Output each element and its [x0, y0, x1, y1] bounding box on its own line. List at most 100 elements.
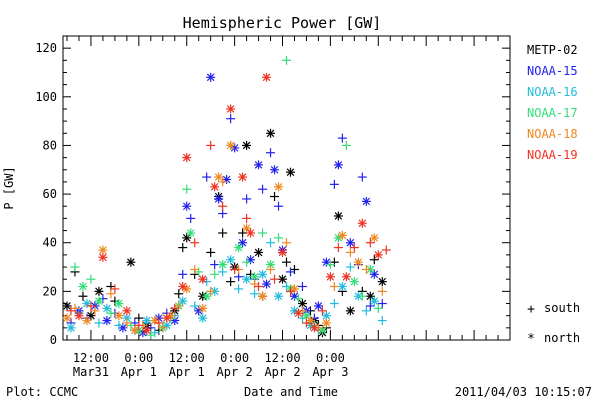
north-point [182, 233, 192, 243]
north-point [254, 160, 264, 170]
south-point [206, 247, 216, 257]
north-point [226, 255, 236, 265]
south-point [238, 228, 248, 238]
legend-entry: NOAA-15 [527, 64, 578, 78]
south-point [182, 184, 192, 194]
south-point [206, 286, 216, 296]
south-point [365, 301, 375, 311]
x-tick-label-time: 12:00 [169, 351, 205, 365]
south-point [174, 289, 184, 299]
plot-frame [62, 35, 511, 341]
y-tick-label: 100 [35, 90, 57, 104]
south-point [377, 286, 387, 296]
north-point [313, 301, 323, 311]
north-point [222, 174, 232, 184]
x-tick-label-date: Apr 2 [264, 365, 300, 379]
north-point [202, 291, 212, 301]
north-point [345, 306, 355, 316]
x-tick-label-date: Apr 3 [312, 365, 348, 379]
south-point [282, 238, 291, 248]
north-point [377, 277, 387, 287]
south-point [178, 243, 188, 253]
south-point [186, 213, 196, 223]
series-legend: METP-02 NOAA-15 NOAA-16 NOAA-17 NOAA-18 NOAA-… [527, 43, 578, 162]
south-point [90, 306, 100, 316]
north-point [82, 316, 92, 326]
north-point [94, 286, 104, 296]
north-point [285, 167, 295, 177]
south-point [250, 279, 260, 289]
south-point [349, 243, 359, 253]
footer-right: 2011/04/03 10:15:07 [455, 385, 592, 399]
y-tick-label: 0 [50, 333, 57, 347]
north-point [293, 308, 303, 318]
x-tick-label-time: 0:00 [124, 351, 153, 365]
x-tick-label-time: 12:00 [73, 351, 109, 365]
y-tick-label: 40 [43, 236, 57, 250]
north-point [114, 311, 124, 321]
south-point [70, 262, 80, 272]
south-point [373, 303, 383, 313]
south-point [345, 247, 355, 257]
south-point [325, 260, 335, 270]
south-point [194, 267, 204, 277]
y-tick-label: 20 [43, 284, 57, 298]
y-tick-label: 80 [43, 138, 57, 152]
south-point [242, 213, 252, 223]
south-point [266, 238, 276, 248]
north-point [118, 323, 128, 333]
x-tick-label-date: Apr 1 [121, 365, 157, 379]
south-point [381, 245, 391, 255]
south-point [274, 233, 284, 243]
south-point [226, 277, 236, 287]
south-point [218, 228, 228, 238]
north-point [349, 277, 359, 287]
south-point [206, 140, 216, 150]
north-point [289, 284, 299, 294]
south-point [345, 262, 355, 272]
south-point [289, 264, 299, 274]
north-point [262, 72, 272, 82]
south-point [293, 294, 303, 304]
south-point [258, 184, 268, 194]
y-tick-label: 120 [35, 41, 57, 55]
legend-entry: NOAA-16 [527, 85, 578, 99]
y-axis-label: P [GW] [2, 166, 16, 209]
north-marker-label: north [544, 331, 580, 345]
north-point [238, 238, 248, 248]
north-point [102, 316, 112, 326]
series-noaa-17 [70, 55, 383, 340]
north-point [218, 260, 228, 270]
north-point [214, 194, 224, 204]
south-point [218, 201, 228, 211]
south-point [106, 308, 116, 318]
north-marker-symbol: * [527, 332, 535, 347]
south-point [114, 320, 124, 330]
north-point [74, 311, 84, 321]
north-point [214, 172, 224, 182]
north-point [150, 316, 160, 326]
south-point [86, 301, 96, 311]
x-tick-label-time: 12:00 [264, 351, 300, 365]
south-point [242, 194, 252, 204]
south-point [285, 286, 295, 296]
south-point [377, 316, 387, 326]
north-point [333, 211, 343, 221]
north-point [142, 316, 152, 326]
south-point [329, 281, 339, 291]
south-point [86, 274, 96, 284]
north-point [369, 269, 379, 279]
south-point [270, 192, 280, 202]
south-point [341, 140, 351, 150]
x-tick-label-date: Apr 2 [217, 365, 253, 379]
south-point [190, 264, 200, 274]
north-point [122, 306, 132, 316]
north-point [178, 281, 188, 291]
north-point [66, 323, 76, 333]
south-point [282, 55, 291, 65]
south-point [234, 284, 244, 294]
x-tick-label-date: Apr 1 [169, 365, 205, 379]
north-point [262, 279, 272, 289]
north-point [258, 291, 268, 301]
